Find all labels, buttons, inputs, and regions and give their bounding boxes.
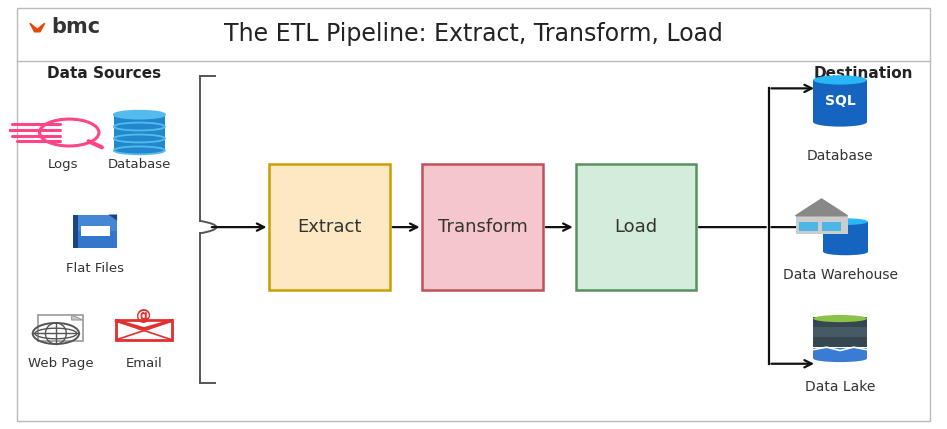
Text: Transform: Transform [438,218,527,236]
Text: Data Warehouse: Data Warehouse [782,269,898,282]
Text: Flat Files: Flat Files [66,262,124,275]
FancyBboxPatch shape [38,315,82,341]
Polygon shape [72,315,82,320]
Text: Load: Load [615,218,657,236]
Polygon shape [108,214,117,221]
FancyBboxPatch shape [422,164,544,290]
Ellipse shape [114,123,165,130]
Text: Web Page: Web Page [27,357,94,370]
Text: Extract: Extract [297,218,362,236]
Bar [822,222,841,231]
Bar [823,222,867,252]
Text: Database: Database [807,148,873,163]
Ellipse shape [813,355,867,362]
Ellipse shape [114,146,165,154]
Ellipse shape [114,135,165,142]
Text: Database: Database [108,158,171,172]
Ellipse shape [813,118,867,127]
Ellipse shape [813,315,867,322]
FancyBboxPatch shape [269,164,390,290]
Bar [813,317,867,327]
Bar [813,336,867,347]
Bar [795,216,848,234]
Text: Data Sources: Data Sources [46,66,161,81]
Bar [813,80,867,122]
Text: @: @ [136,308,152,323]
Text: Data Lake: Data Lake [805,380,875,394]
Bar [78,214,117,248]
Text: Email: Email [126,357,163,370]
Text: SQL: SQL [825,94,855,108]
Text: Destination: Destination [813,66,913,81]
Polygon shape [30,23,40,32]
Ellipse shape [823,218,868,225]
Bar [799,222,818,231]
Text: bmc: bmc [51,18,100,37]
Polygon shape [34,23,45,32]
Text: The ETL Pipeline: Extract, Transform, Load: The ETL Pipeline: Extract, Transform, Lo… [224,22,723,46]
FancyBboxPatch shape [576,164,696,290]
Ellipse shape [114,111,165,118]
Bar [813,348,867,359]
Bar [81,226,111,236]
Bar [813,350,867,359]
Ellipse shape [823,248,868,255]
Polygon shape [795,199,848,216]
Ellipse shape [813,76,867,85]
Bar [78,214,117,231]
FancyBboxPatch shape [116,320,172,340]
Bar [813,326,867,336]
Bar [73,214,78,248]
Text: Logs: Logs [48,158,79,172]
Bar [114,115,165,151]
